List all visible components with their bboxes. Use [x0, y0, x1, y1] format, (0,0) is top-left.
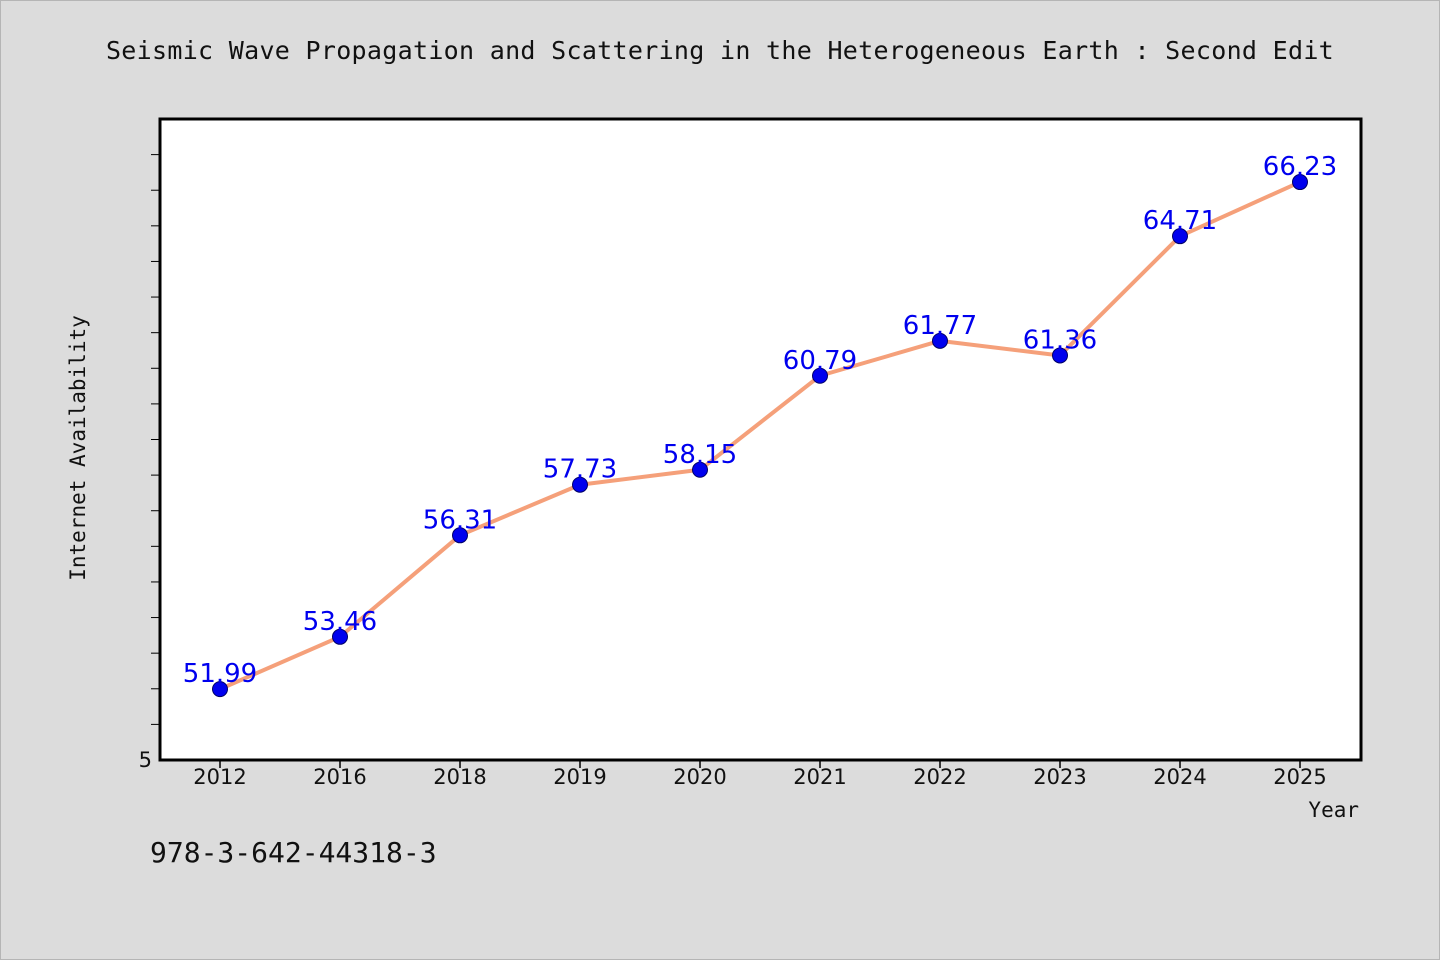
x-tick-label: 2024 [1153, 765, 1206, 789]
y-tick-label: 5 [139, 748, 152, 772]
data-point [452, 527, 468, 544]
data-label: 57.73 [543, 455, 617, 485]
x-tick-label: 2025 [1273, 765, 1326, 789]
data-point [692, 461, 708, 478]
data-label: 61.77 [903, 311, 977, 341]
data-label: 64.71 [1143, 206, 1217, 236]
x-tick-label: 2023 [1033, 765, 1086, 789]
x-tick-label: 2019 [553, 765, 606, 789]
series-lines [219, 180, 1301, 691]
data-labels: 51.99 53.46 56.31 57.73 58.15 60.79 61.77 61.36… [183, 152, 1337, 689]
x-tick-label: 2012 [193, 765, 246, 789]
data-point [932, 332, 948, 349]
data-point [1172, 228, 1188, 245]
y-axis-title: Internet Availability [66, 315, 90, 581]
data-point [812, 367, 828, 384]
x-tick-label: 2022 [913, 765, 966, 789]
x-axis-ticks [219, 760, 1301, 768]
data-label: 58.15 [663, 440, 737, 470]
data-label: 60.79 [783, 346, 857, 376]
series-markers [212, 174, 1308, 698]
x-tick-label: 2020 [673, 765, 726, 789]
data-label: 51.99 [183, 659, 257, 689]
plot-area [158, 117, 1363, 762]
data-label: 53.46 [303, 607, 377, 637]
data-point [212, 681, 228, 698]
x-tick-label: 2016 [313, 765, 366, 789]
data-point [332, 628, 348, 645]
x-axis-tick-labels: 2012 2016 2018 2019 2020 2021 2022 2023 2024 2025 [193, 765, 1326, 789]
data-label: 61.36 [1023, 325, 1097, 355]
data-label: 66.23 [1263, 152, 1337, 182]
data-point [572, 476, 588, 493]
x-tick-label: 2018 [433, 765, 486, 789]
x-tick-label: 2021 [793, 765, 846, 789]
series-line [219, 180, 1301, 691]
x-axis-title: Year [1308, 798, 1359, 822]
data-point [1052, 347, 1068, 364]
chart-title: Seismic Wave Propagation and Scattering … [105, 36, 1335, 65]
isbn-code: 978-3-642-44318-3 [150, 836, 437, 869]
y-axis-ticks [151, 154, 160, 725]
data-label: 56.31 [423, 505, 497, 535]
data-point [1292, 174, 1308, 191]
y-axis-tick-labels: 5 [139, 748, 152, 772]
